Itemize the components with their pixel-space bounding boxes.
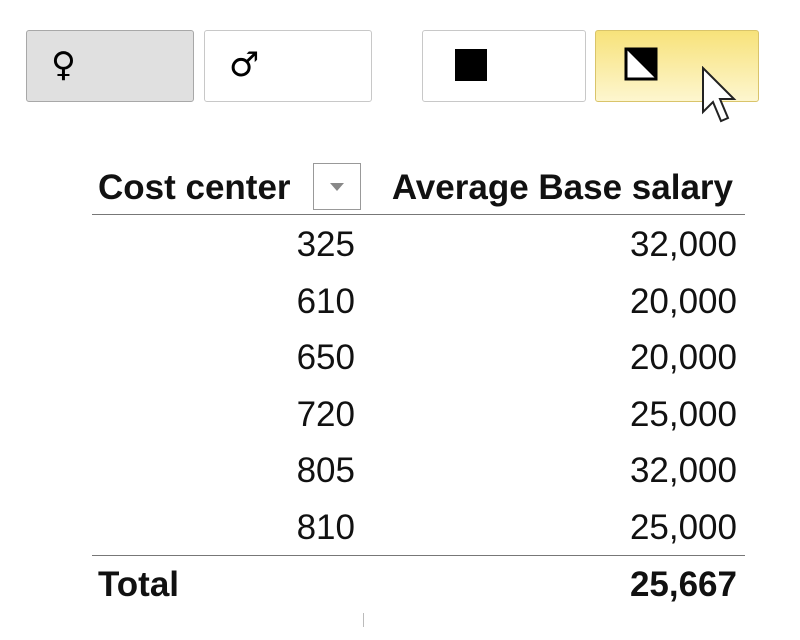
salary-cell: 25,000 (629, 394, 737, 434)
total-value: 25,667 (629, 565, 737, 604)
cost-center-cell: 805 (296, 451, 355, 491)
dropdown-arrow (330, 183, 344, 191)
clear-filter-button[interactable] (595, 30, 759, 102)
salary-cell: 32,000 (629, 225, 737, 264)
slicer-button[interactable]: ♀ (26, 30, 194, 102)
total-label: Total (98, 565, 180, 604)
cost-center-cell: 650 (296, 338, 355, 378)
cost-center-cell: 325 (296, 225, 355, 264)
salary-cell: 32,000 (629, 451, 737, 491)
slicer-button[interactable]: ♂ (204, 30, 372, 102)
clear-filter-icon (624, 47, 658, 81)
salary-cell: 25,000 (629, 508, 737, 547)
total-rule (92, 555, 745, 556)
salary-cell: 20,000 (629, 338, 737, 378)
multi-select-button[interactable] (422, 30, 586, 102)
mouse-cursor (702, 66, 737, 123)
male-label: ♂ (229, 45, 260, 85)
header-cost-center: Cost center (98, 168, 291, 207)
cost-center-cell: 610 (296, 281, 355, 321)
salary-cell: 20,000 (629, 281, 737, 321)
header-rule (92, 214, 745, 215)
multi-select-icon (455, 49, 487, 81)
cost-center-cell: 720 (296, 394, 355, 434)
female-label: ♀ (51, 45, 76, 85)
cost-center-cell: 810 (296, 508, 355, 547)
header-salary: Average Base salary (391, 168, 733, 207)
column-tick (363, 613, 364, 627)
filter-dropdown[interactable] (313, 163, 361, 210)
